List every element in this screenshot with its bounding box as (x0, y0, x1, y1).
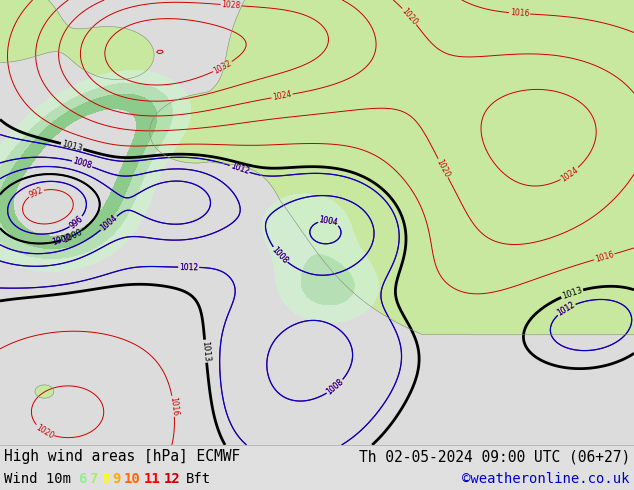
Text: Wind 10m: Wind 10m (4, 472, 71, 486)
Text: Th 02-05-2024 09:00 UTC (06+27): Th 02-05-2024 09:00 UTC (06+27) (359, 449, 630, 465)
Text: 1004: 1004 (318, 215, 339, 227)
Text: 1013: 1013 (200, 340, 211, 362)
Text: 1008: 1008 (325, 377, 346, 396)
Text: 1016: 1016 (168, 396, 179, 416)
Text: 1008: 1008 (72, 157, 93, 171)
Text: 9: 9 (112, 472, 121, 486)
Text: 1024: 1024 (559, 165, 580, 183)
Text: 1008: 1008 (270, 245, 290, 265)
Text: 1000: 1000 (51, 233, 72, 247)
Text: 12: 12 (164, 472, 181, 486)
Text: 1020: 1020 (34, 423, 55, 441)
Text: 1016: 1016 (594, 250, 615, 264)
Text: 1012: 1012 (179, 263, 198, 272)
Text: 1008: 1008 (72, 157, 93, 171)
Text: 10: 10 (124, 472, 141, 486)
Text: 1012: 1012 (229, 162, 250, 176)
Text: 1012: 1012 (555, 300, 577, 318)
Text: 1013: 1013 (560, 286, 583, 301)
Text: 1024: 1024 (272, 90, 292, 102)
Text: 7: 7 (89, 472, 98, 486)
Text: 996: 996 (68, 214, 85, 230)
Text: 8: 8 (101, 472, 110, 486)
Text: High wind areas [hPa] ECMWF: High wind areas [hPa] ECMWF (4, 449, 240, 465)
Text: 1004: 1004 (98, 214, 119, 233)
Text: 1000: 1000 (51, 233, 72, 247)
Text: 1012: 1012 (179, 263, 198, 272)
Text: 1020: 1020 (435, 157, 451, 179)
Text: 1004: 1004 (318, 215, 339, 227)
Text: 1008: 1008 (270, 245, 290, 265)
Text: 992: 992 (28, 186, 44, 200)
Text: 1012: 1012 (229, 162, 250, 176)
Text: 1000: 1000 (61, 227, 84, 245)
Text: 1016: 1016 (510, 8, 529, 19)
Text: 996: 996 (68, 214, 85, 230)
Text: ©weatheronline.co.uk: ©weatheronline.co.uk (462, 472, 630, 486)
Text: 1013: 1013 (61, 139, 84, 153)
Text: 1020: 1020 (400, 6, 419, 26)
Text: 11: 11 (144, 472, 161, 486)
Text: Bft: Bft (186, 472, 211, 486)
Text: 1008: 1008 (325, 377, 346, 396)
Text: 6: 6 (78, 472, 86, 486)
Text: 1004: 1004 (98, 214, 119, 233)
Text: 1028: 1028 (221, 0, 241, 10)
Text: 1032: 1032 (212, 58, 233, 75)
Text: 1012: 1012 (555, 300, 577, 318)
